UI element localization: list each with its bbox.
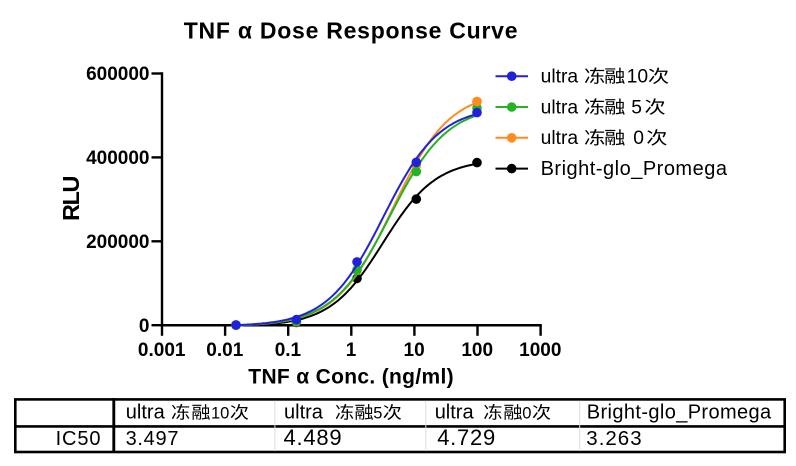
svg-text:0.1: 0.1 [275,340,302,361]
svg-text:TNF α Conc. (ng/ml): TNF α Conc. (ng/ml) [248,366,454,389]
svg-text:0: 0 [633,128,644,149]
svg-text:1: 1 [346,340,357,361]
svg-text:4.489: 4.489 [284,425,343,450]
svg-text:Bright-glo_Promega: Bright-glo_Promega [541,158,728,180]
svg-text:ultra: ultra [541,128,579,149]
svg-text:RLU: RLU [58,177,84,222]
svg-text:400000: 400000 [86,148,149,169]
svg-text:3.497: 3.497 [126,428,180,450]
svg-text:3.263: 3.263 [586,427,642,450]
svg-text:10: 10 [627,67,648,88]
svg-text:0.01: 0.01 [206,340,243,361]
svg-text:200000: 200000 [86,232,149,253]
svg-text:10: 10 [404,340,425,361]
svg-text:Bright-glo_Promega: Bright-glo_Promega [587,402,772,424]
svg-text:0: 0 [522,405,531,423]
svg-text:5: 5 [373,405,382,423]
svg-text:100: 100 [461,340,493,361]
svg-text:0.001: 0.001 [138,340,186,361]
svg-text:ultra: ultra [435,402,475,424]
svg-text:600000: 600000 [86,64,149,85]
svg-text:ultra: ultra [126,402,166,424]
svg-text:IC50: IC50 [56,428,102,450]
svg-text:ultra: ultra [284,402,324,424]
svg-text:ultra: ultra [541,97,579,118]
svg-text:1000: 1000 [519,340,561,361]
svg-text:ultra: ultra [541,67,579,88]
svg-text:5: 5 [631,97,642,118]
svg-text:TNF α Dose Response Curve: TNF α Dose Response Curve [184,18,519,44]
svg-text:0: 0 [139,316,150,337]
svg-text:10: 10 [211,405,229,423]
svg-text:4.729: 4.729 [437,425,496,450]
